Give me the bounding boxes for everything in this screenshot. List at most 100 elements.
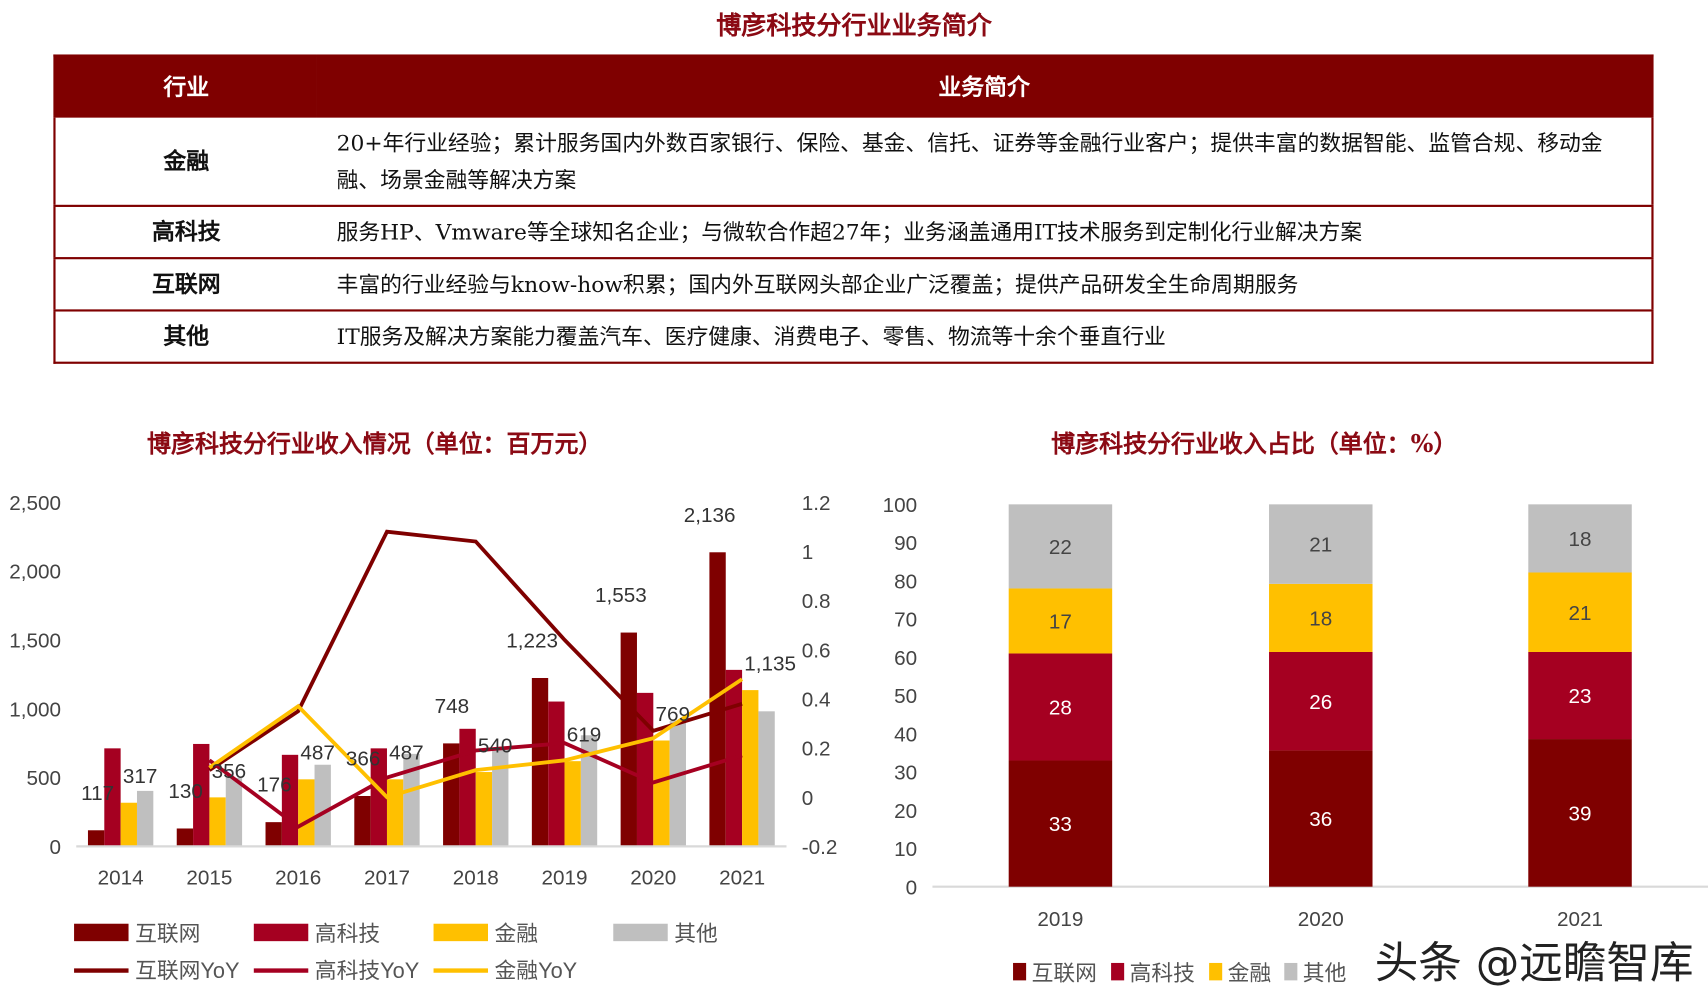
bar-金融 [742,690,759,847]
bar-金融 [564,761,581,847]
bar-互联网 [1269,750,1373,887]
row-industry: 其他 [54,309,317,363]
bar-高科技 [104,748,121,847]
revenue-chart: 0 500 1,000 1,500 2,000 2,500 -0.2 0 0.2 0.4 0.6 0.… [9,492,838,983]
legend-label: 其他 [674,921,718,946]
x-tick-label: 2020 [1298,908,1344,931]
legend-label: 互联网 [135,921,200,946]
data-label: 22 [1049,536,1072,559]
data-label: 487 [389,742,424,765]
data-label: 33 [1049,813,1072,836]
legend-label: 高科技YoY [315,958,420,983]
data-label: 28 [1049,697,1072,720]
watermark: 头条 @远瞻智库 [1374,938,1694,990]
data-label: 23 [1569,685,1592,708]
row-desc: 丰富的行业经验与know-how积累；国内外互联网头部企业广泛覆盖；提供产品研发… [316,257,1653,311]
row-industry: 互联网 [54,257,317,311]
x-tick-label: 2021 [719,867,765,890]
bar-互联网 [87,830,105,847]
bar-其他 [580,735,598,847]
bar-其他 [1269,504,1373,584]
y-tick-label: 1,000 [9,698,61,721]
data-label: 1,223 [506,629,558,652]
y-tick-label: 1,500 [9,629,61,652]
x-tick-label: 2021 [1557,908,1603,931]
y-tick-label: 60 [894,647,917,670]
row-desc: IT服务及解决方案能力覆盖汽车、医疗健康、消费电子、零售、物流等十余个垂直行业 [316,309,1653,363]
row-industry: 高科技 [54,204,317,259]
table-row: 高科技 服务HP、Vmware等全球知名企业；与微软合作超27年；业务涵盖通用IT… [54,204,1653,259]
legend-swatch [433,923,489,942]
data-label: 2,136 [684,504,736,527]
bar-互联网 [620,632,637,847]
line-互联网YoY [208,529,743,772]
data-label: 769 [655,703,690,726]
x-tick-label: 2017 [364,867,410,890]
x-tick-label: 2020 [630,867,676,890]
y-tick-label: 20 [894,800,917,823]
bar-高科技 [193,743,210,847]
data-label: 317 [123,765,158,788]
header-desc: 业务简介 [316,55,1653,117]
bar-高科技 [1269,651,1373,751]
bar-互联网 [1008,760,1113,887]
bar-金融 [386,779,404,847]
bar-高科技 [1008,653,1113,761]
industry-table: 行业 业务简介 金融 20+年行业经验；累计服务国内外数百家银行、保险、基金、信托… [53,54,1654,364]
data-label: 540 [478,734,513,757]
legend-label: 其他 [1303,960,1347,985]
legend-label: 互联网YoY [135,958,240,983]
y-tick-label: 10 [894,838,917,861]
data-label: 1,553 [595,584,647,607]
bar-高科技 [548,701,565,847]
bar-金融 [1528,572,1632,652]
data-label: 356 [212,760,247,783]
bar-互联网 [265,822,282,847]
bar-其他 [758,711,775,847]
y2-tick-label: 0.6 [802,639,831,662]
bar-金融 [653,740,670,847]
y-tick-label: 80 [894,570,917,593]
legend-label: 高科技 [315,921,380,946]
line-金融YoY [208,677,744,800]
bar-其他 [669,721,686,847]
y-tick-label: 500 [26,767,61,790]
y-tick-label: 90 [894,532,917,555]
data-label: 748 [435,695,470,718]
bar-其他 [403,753,420,847]
x-tick-label: 2015 [186,867,232,890]
y2-tick-label: -0.2 [802,836,838,859]
row-desc: 服务HP、Vmware等全球知名企业；与微软合作超27年；业务涵盖通用IT技术服… [316,204,1653,259]
data-label: 21 [1309,534,1332,557]
data-label: 366 [346,747,381,770]
y-tick-label: 40 [894,723,917,746]
y-tick-label: 50 [894,685,917,708]
data-label: 18 [1569,528,1592,551]
data-label: 39 [1569,802,1592,825]
legend-label: 互联网 [1032,960,1097,985]
x-tick-label: 2019 [1037,908,1083,931]
y-tick-label: 100 [883,494,918,517]
y2-tick-label: 0.2 [802,738,831,761]
x-tick-label: 2014 [98,867,144,890]
y-tick-label: 0 [906,876,918,899]
legend-swatch [1013,962,1027,981]
row-industry: 金融 [54,115,317,206]
legend-swatch [253,923,309,942]
y2-tick-label: 0 [802,787,814,810]
bar-金融 [1269,583,1373,652]
x-tick-label: 2018 [453,867,499,890]
legend-label: 金融 [1228,960,1272,985]
data-label: 117 [81,782,114,805]
legend-swatch [74,923,129,942]
bar-金融 [298,779,315,847]
share-chart: 0 10 20 30 40 50 60 70 80 90 100 33 28 17 22 2019 36 26 18… [883,494,1708,985]
bar-互联网 [176,828,194,847]
bar-其他 [136,790,154,847]
y2-tick-label: 0.8 [802,590,831,613]
chart2-title: 博彦科技分行业收入占比（单位：%） [1051,430,1458,459]
data-label: 176 [257,774,292,797]
bar-互联网 [443,743,460,847]
y2-tick-label: 1.2 [802,492,831,515]
x-tick-label: 2019 [542,867,588,890]
